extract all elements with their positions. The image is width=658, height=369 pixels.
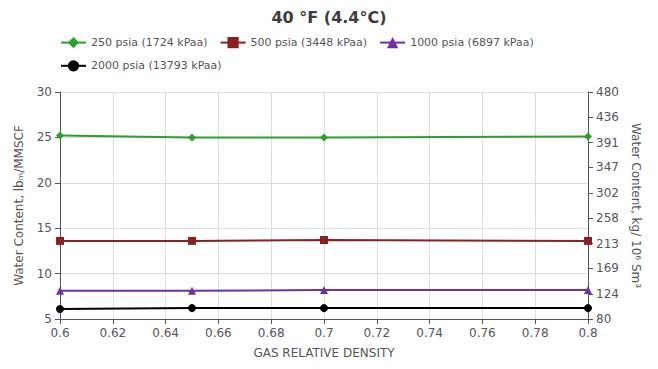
svg-text:0.78: 0.78 [522,326,549,340]
svg-text:0.6: 0.6 [50,326,69,340]
svg-text:124: 124 [596,287,619,301]
svg-text:0.72: 0.72 [363,326,390,340]
svg-text:347: 347 [596,160,619,174]
svg-text:0.8: 0.8 [578,326,597,340]
svg-text:10: 10 [37,267,52,281]
svg-text:0.68: 0.68 [258,326,285,340]
svg-text:213: 213 [596,237,619,251]
svg-text:Water Content, lbₘ/MMSCF: Water Content, lbₘ/MMSCF [12,125,26,286]
svg-text:436: 436 [596,110,619,124]
svg-text:0.64: 0.64 [152,326,179,340]
svg-text:0.7: 0.7 [314,326,333,340]
svg-text:2000 psia (13793 kPaa): 2000 psia (13793 kPaa) [91,59,222,72]
svg-text:Water Content, kg/ 10⁶ Sm³: Water Content, kg/ 10⁶ Sm³ [629,123,643,288]
svg-text:480: 480 [596,85,619,99]
svg-text:258: 258 [596,211,619,225]
svg-text:0.62: 0.62 [99,326,126,340]
svg-text:302: 302 [596,186,619,200]
svg-text:500 psia (3448 kPaa): 500 psia (3448 kPaa) [251,36,368,49]
svg-text:250 psia (1724 kPaa): 250 psia (1724 kPaa) [91,36,208,49]
svg-text:0.66: 0.66 [205,326,232,340]
svg-text:80: 80 [596,312,611,326]
svg-text:30: 30 [37,85,52,99]
svg-text:169: 169 [596,261,619,275]
svg-text:40 °F (4.4°C): 40 °F (4.4°C) [271,8,386,27]
svg-text:5: 5 [44,312,52,326]
svg-text:0.74: 0.74 [416,326,443,340]
svg-text:391: 391 [596,136,619,150]
svg-text:25: 25 [37,130,52,144]
svg-text:1000 psia (6897 kPaa): 1000 psia (6897 kPaa) [410,36,534,49]
svg-text:15: 15 [37,221,52,235]
svg-text:GAS RELATIVE DENSITY: GAS RELATIVE DENSITY [253,346,395,360]
svg-text:20: 20 [37,176,52,190]
svg-text:0.76: 0.76 [469,326,496,340]
